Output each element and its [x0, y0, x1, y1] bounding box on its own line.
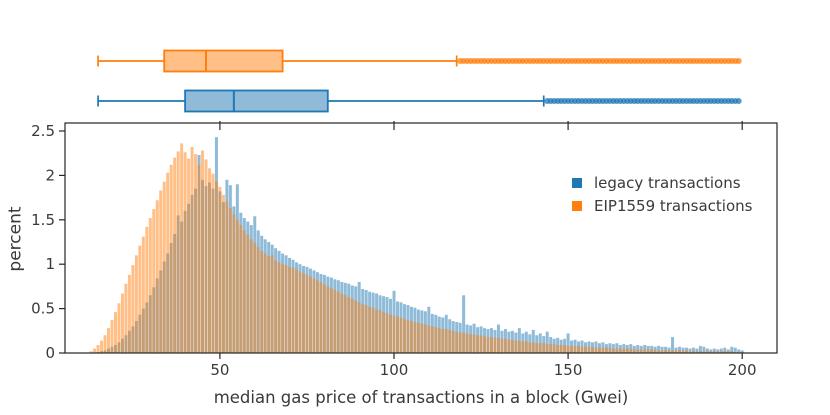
eip1559-boxplot	[97, 49, 742, 73]
y-axis-label: percent	[5, 206, 26, 272]
legend-swatch-eip1559	[572, 200, 582, 211]
legend-item-eip1559: EIP1559 transactions	[572, 194, 752, 217]
legend-item-legacy: legacy transactions	[572, 171, 752, 194]
outlier-dots	[457, 58, 742, 64]
y-tick-label: 1	[45, 255, 55, 273]
eip1559-histogram-bars	[89, 143, 744, 353]
x-tick-label: 100	[380, 361, 409, 379]
legacy-boxplot	[97, 89, 742, 113]
legend: legacy transactions EIP1559 transactions	[572, 171, 752, 217]
y-tick-label: 1.5	[31, 211, 55, 229]
tick-labels: 50 100 150 200 0 0.5 1 1.5 2 2.5	[31, 122, 756, 379]
outlier-dots	[544, 98, 742, 104]
x-tick-label: 150	[554, 361, 583, 379]
legend-label-eip1559: EIP1559 transactions	[594, 196, 753, 215]
legend-swatch-legacy	[572, 177, 582, 188]
axis-ticks	[59, 121, 743, 359]
y-tick-label: 2	[45, 166, 55, 184]
x-axis-label: median gas price of transactions in a bl…	[213, 388, 629, 407]
y-tick-label: 2.5	[31, 122, 55, 140]
y-tick-label: 0	[45, 344, 55, 362]
legend-label-legacy: legacy transactions	[594, 173, 741, 192]
axes-frame	[64, 122, 778, 354]
x-tick-label: 50	[210, 361, 229, 379]
y-tick-label: 0.5	[31, 300, 55, 318]
x-tick-label: 200	[728, 361, 757, 379]
legacy-histogram-bars	[96, 137, 744, 353]
